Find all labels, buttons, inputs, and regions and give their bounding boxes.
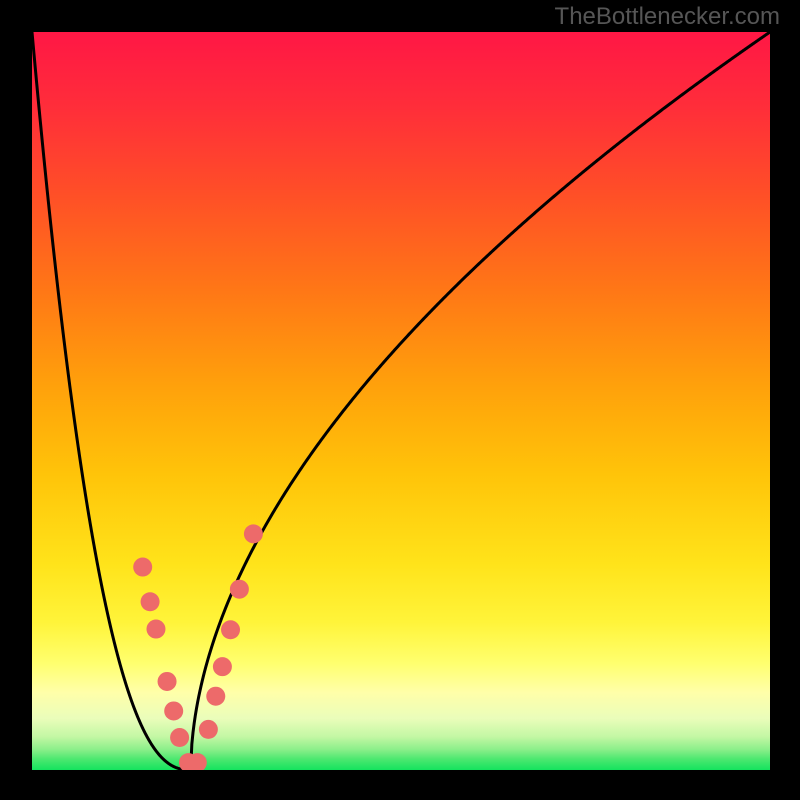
curve-marker <box>221 620 240 639</box>
curve-marker <box>199 720 218 739</box>
chart-stage: TheBottlenecker.com <box>0 0 800 800</box>
plot-area <box>32 32 770 770</box>
curve-marker <box>164 701 183 720</box>
curve-marker <box>146 620 165 639</box>
curves-layer <box>32 32 770 770</box>
curve-marker <box>213 657 232 676</box>
curve-marker <box>141 592 160 611</box>
curve-marker <box>230 580 249 599</box>
curve-marker <box>133 558 152 577</box>
curve-marker <box>158 672 177 691</box>
watermark-text: TheBottlenecker.com <box>555 3 780 31</box>
bottleneck-curve <box>32 32 770 770</box>
curve-marker <box>244 524 263 543</box>
curve-marker <box>170 728 189 747</box>
curve-marker <box>206 687 225 706</box>
